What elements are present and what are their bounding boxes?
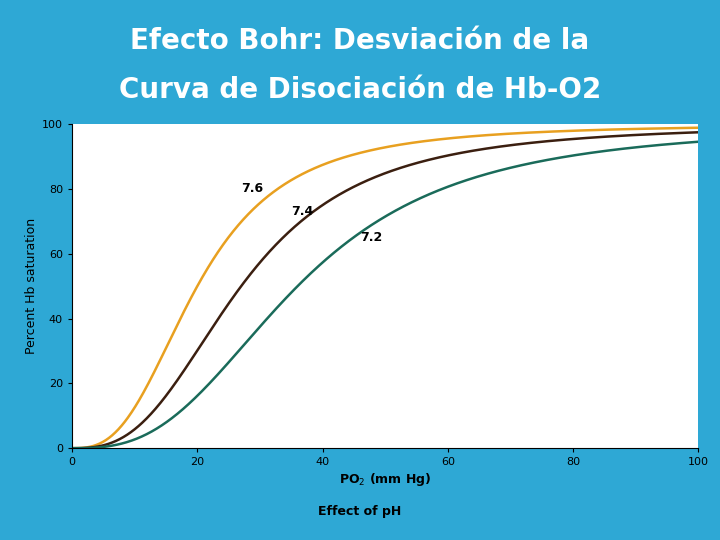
Text: 7.6: 7.6 — [241, 182, 264, 195]
X-axis label: PO$_2$ (mm Hg): PO$_2$ (mm Hg) — [339, 471, 431, 488]
Text: Effect of pH: Effect of pH — [318, 505, 402, 518]
Text: 7.4: 7.4 — [291, 205, 313, 218]
Text: Efecto Bohr: Desviación de la: Efecto Bohr: Desviación de la — [130, 27, 590, 55]
Text: 7.2: 7.2 — [360, 231, 382, 244]
Y-axis label: Percent Hb saturation: Percent Hb saturation — [24, 218, 38, 354]
Text: Curva de Disociación de Hb-O2: Curva de Disociación de Hb-O2 — [119, 76, 601, 104]
